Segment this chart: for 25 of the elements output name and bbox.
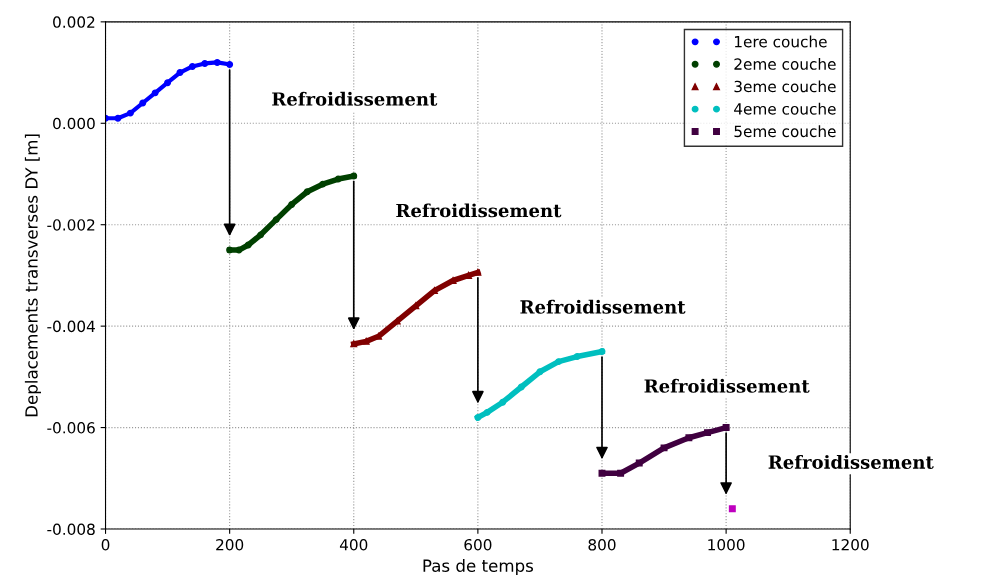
y-tick-label: -0.008 xyxy=(47,523,95,536)
y-tick-label: -0.002 xyxy=(47,219,95,231)
x-tick-label: 200 xyxy=(216,538,244,551)
y-tick-label: 0.002 xyxy=(53,16,95,28)
x-tick-label: 400 xyxy=(339,538,368,551)
annotation: Refroidissement xyxy=(520,299,686,314)
x-tick-label: 800 xyxy=(588,538,616,551)
x-tick-label: 1000 xyxy=(708,538,745,551)
legend-label: 5eme couche xyxy=(734,125,836,138)
x-axis-title: Pas de temps xyxy=(423,559,534,575)
x-tick-label: 600 xyxy=(464,538,492,551)
annotation: Refroidissement xyxy=(768,454,934,469)
legend-label: 2eme couche xyxy=(734,58,836,70)
legend-label: 3eme couche xyxy=(734,80,836,93)
annotation: Refroidissement xyxy=(644,378,810,393)
x-tick-label: 0 xyxy=(101,538,110,551)
x-tick-label: 1200 xyxy=(832,538,869,551)
annotation: Refroidissement xyxy=(396,203,562,218)
legend-label: 4eme couche xyxy=(734,102,836,115)
y-tick-label: 0.000 xyxy=(53,117,95,130)
y-tick-label: -0.006 xyxy=(47,422,95,434)
y-axis-title: Deplacements transverses DY [m] xyxy=(24,134,41,417)
annotation: Refroidissement xyxy=(272,91,438,106)
legend-label: 1ere couche xyxy=(734,35,827,48)
y-tick-label: -0.004 xyxy=(47,320,95,333)
